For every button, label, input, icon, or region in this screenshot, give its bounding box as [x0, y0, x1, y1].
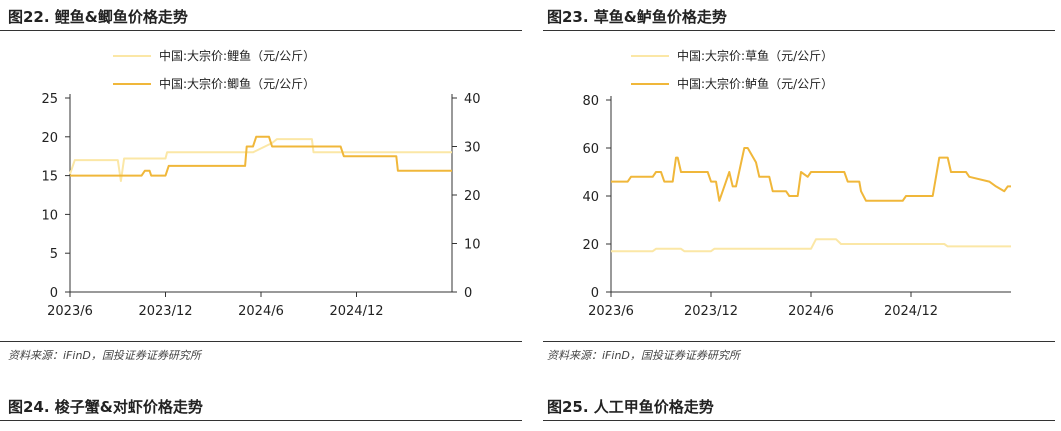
x-tick-label: 2023/6 [588, 304, 634, 319]
bottom-rule-23 [543, 341, 1055, 342]
chart-grass-bass: 中国:大宗价:草鱼（元/公斤） 中国:大宗价:鲈鱼（元/公斤） 0 20 40 60 80 2… [582, 48, 1011, 319]
title-rule-24 [0, 420, 522, 421]
y-left-tick-label: 20 [41, 131, 58, 146]
figure-title-24: 图24. 梭子蟹&对虾价格走势 [8, 398, 203, 416]
x-tick-label: 2024/6 [238, 304, 284, 319]
legend-label: 中国:大宗价:鲫鱼（元/公斤） [159, 76, 315, 91]
x-tick-label: 2023/6 [47, 304, 93, 319]
y-right-tick-label: 20 [464, 189, 481, 204]
series-line-2 [611, 147, 1011, 202]
series-line-2 [70, 135, 452, 177]
chart-carp-crucian: 中国:大宗价:鲤鱼（元/公斤） 中国:大宗价:鲫鱼（元/公斤） 0 5 10 15 20 25… [41, 48, 481, 319]
y-left-tick-label: 20 [582, 238, 599, 253]
title-rule-23 [543, 30, 1055, 31]
series-line-1 [69, 138, 452, 182]
x-tick-label: 2023/12 [138, 304, 192, 319]
y-left-tick-label: 60 [582, 142, 599, 157]
y-right-tick-label: 40 [464, 92, 481, 107]
y-left-tick-label: 10 [41, 208, 58, 223]
y-left-tick-label: 40 [582, 190, 599, 205]
source-note-22: 资料来源：iFinD，国投证券证券研究所 [8, 349, 201, 362]
y-right-tick-label: 30 [464, 141, 481, 156]
y-left-tick-label: 0 [591, 286, 599, 301]
source-note-23: 资料来源：iFinD，国投证券证券研究所 [547, 349, 740, 362]
y-left-tick-label: 25 [41, 92, 58, 107]
y-left-tick-label: 15 [41, 170, 58, 185]
series-line-1 [611, 238, 1011, 253]
y-left-tick-label: 0 [50, 286, 58, 301]
legend-label: 中国:大宗价:鲈鱼（元/公斤） [677, 76, 833, 91]
x-tick-label: 2024/6 [788, 304, 834, 319]
title-rule-22 [0, 30, 522, 31]
title-rule-25 [543, 420, 1055, 421]
bottom-rule-22 [0, 341, 522, 342]
figure-title-25: 图25. 人工甲鱼价格走势 [547, 398, 714, 416]
y-right-tick-label: 0 [464, 286, 472, 301]
y-left-tick-label: 80 [582, 94, 599, 109]
figure-title-23: 图23. 草鱼&鲈鱼价格走势 [547, 8, 727, 26]
legend-label: 中国:大宗价:鲤鱼（元/公斤） [159, 48, 315, 63]
y-left-tick-label: 5 [50, 247, 58, 262]
x-tick-label: 2023/12 [684, 304, 738, 319]
y-right-tick-label: 10 [464, 238, 481, 253]
legend-label: 中国:大宗价:草鱼（元/公斤） [677, 48, 833, 63]
x-tick-label: 2024/12 [329, 304, 383, 319]
figure-title-22: 图22. 鲤鱼&鲫鱼价格走势 [8, 8, 188, 26]
x-tick-label: 2024/12 [884, 304, 938, 319]
